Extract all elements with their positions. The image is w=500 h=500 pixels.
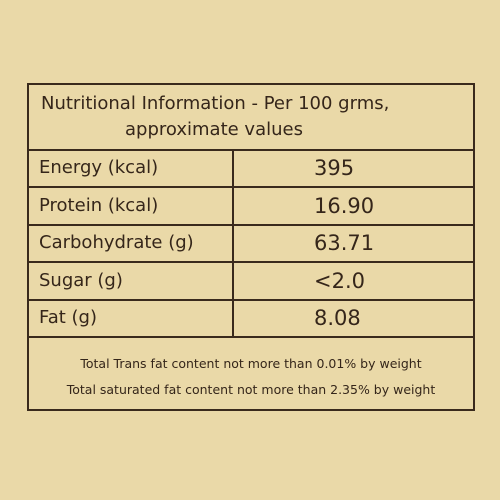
nutrient-value: 395 — [314, 156, 355, 180]
nutrient-value: 8.08 — [314, 306, 361, 330]
column-divider — [232, 262, 234, 299]
header-subtitle: approximate values — [125, 119, 303, 140]
table-row: Energy (kcal) 395 — [29, 150, 473, 188]
nutrient-name: Protein (kcal) — [39, 194, 159, 216]
table-header: Nutritional Information - Per 100 grms, … — [29, 85, 473, 151]
nutrient-name: Fat (g) — [39, 307, 97, 328]
nutrient-value: 63.71 — [314, 231, 375, 255]
table-row: Fat (g) 8.08 — [29, 300, 473, 338]
table-row: Protein (kcal) 16.90 — [29, 187, 473, 226]
nutrition-table: Nutritional Information - Per 100 grms, … — [27, 83, 475, 411]
header-title: Nutritional Information - Per 100 grms, — [41, 93, 390, 114]
nutrient-value: <2.0 — [314, 268, 365, 293]
column-divider — [232, 150, 234, 186]
column-divider — [232, 300, 234, 336]
table-row: Carbohydrate (g) 63.71 — [29, 225, 473, 263]
note: Total Trans fat content not more than 0.… — [80, 356, 422, 371]
nutrient-name: Energy (kcal) — [39, 157, 159, 178]
nutrient-name: Sugar (g) — [39, 269, 123, 291]
nutrient-value: 16.90 — [314, 193, 375, 218]
table-row: Sugar (g) <2.0 — [29, 262, 473, 301]
column-divider — [232, 225, 234, 261]
column-divider — [232, 187, 234, 224]
note: Total saturated fat content not more tha… — [66, 382, 436, 397]
nutrient-name: Carbohydrate (g) — [39, 232, 194, 253]
